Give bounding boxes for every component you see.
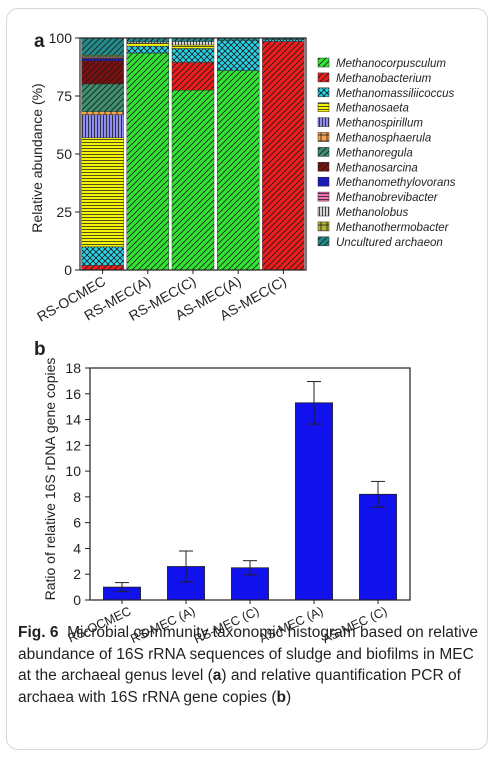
- legend-swatch-methanobrevibacter: [317, 191, 330, 202]
- figure-caption: Fig. 6 Microbial community taxonomic his…: [18, 622, 480, 708]
- legend-label-methanomassiliicoccus: Methanomassiliicoccus: [336, 88, 454, 100]
- panel-label-a: a: [34, 31, 45, 52]
- bar-a-rs-ocmec-methanomassiliicoccus: [81, 246, 124, 266]
- chart-a: a Relative abundance (%) 0 25 50 75 100 RS-O…: [29, 30, 456, 325]
- bar-a-rs-ocmec-methanoregula: [81, 83, 124, 112]
- y-axis-label-a: Relative abundance (%): [29, 83, 45, 232]
- legend-label-methanomethylovorans: Methanomethylovorans: [336, 177, 456, 189]
- y-axis-label-b: Ratio of relative 16S rDNA gene copies: [42, 358, 58, 601]
- chart-b: b Ratio of relative 16S rDNA gene copies…: [34, 339, 411, 646]
- y-tick-label-a: 75: [56, 88, 72, 104]
- legend-label-methanobacterium: Methanobacterium: [336, 73, 432, 85]
- legend-label-methanothermobacter: Methanothermobacter: [336, 222, 450, 234]
- panel-label-b: b: [34, 339, 46, 360]
- legend-label-uncultured-archaeon: Uncultured archaeon: [336, 237, 443, 249]
- bar-a-rs-mec-c-methanolobus: [171, 41, 215, 46]
- bar-a-rs-ocmec-methanobrevibacter: [81, 57, 124, 60]
- legend-label-methanosarcina: Methanosarcina: [336, 162, 418, 174]
- legend-swatch-uncultured-archaeon: [317, 236, 330, 247]
- y-ticks-b: 0 2 4 6 8 10 12 14 16 18: [65, 360, 90, 608]
- caption-ref-a: a: [212, 667, 222, 684]
- error-bars-b: [115, 381, 385, 593]
- y-tick-label-b: 4: [73, 540, 81, 556]
- y-tick-label-a: 50: [56, 146, 72, 162]
- y-tick-label-a: 0: [64, 262, 72, 278]
- legend-swatch-methanomassiliicoccus: [317, 87, 330, 98]
- legend-swatch-methanospirillum: [317, 117, 330, 127]
- bar-a-rs-mec-c-methanosaeta: [171, 44, 215, 49]
- legend-label-methanosphaerula: Methanosphaerula: [336, 133, 431, 145]
- legend-label-methanosaeta: Methanosaeta: [336, 103, 409, 115]
- bar-a-as-mec-c-methanobacterium: [262, 41, 305, 271]
- figure-number: Fig. 6: [18, 624, 59, 641]
- y-tick-label-b: 6: [73, 515, 81, 531]
- caption-text-1: Microbial community taxonomic histogram …: [18, 624, 479, 684]
- y-tick-label-b: 8: [73, 489, 81, 505]
- y-tick-label-a: 25: [56, 204, 72, 220]
- bar-a-as-mec-a-methanocorpusculum: [216, 70, 260, 271]
- caption-text-2: ) and relative quantification PCR of arc…: [18, 667, 461, 706]
- legend-swatch-methanomethylovorans: [317, 176, 330, 187]
- error-bar-b-rs-ocmec: [115, 582, 129, 593]
- caption-ref-b: b: [276, 688, 286, 706]
- bars-a: [81, 37, 305, 271]
- bar-a-rs-mec-c-methanomassiliicoccus: [171, 48, 215, 63]
- legend-swatch-methanoregula: [317, 147, 330, 157]
- bar-a-rs-ocmec-methanosphaerula: [81, 111, 124, 115]
- bars-b: [103, 402, 397, 601]
- bar-a-rs-ocmec-methanobacterium: [81, 265, 124, 271]
- legend-label-methanoregula: Methanoregula: [336, 147, 413, 159]
- y-tick-label-b: 10: [65, 463, 81, 479]
- legend-label-methanobrevibacter: Methanobrevibacter: [336, 192, 439, 204]
- y-tick-label-b: 2: [73, 566, 81, 582]
- error-bar-b-as-mec-a: [307, 381, 321, 425]
- bar-a-rs-mec-a-methanolobus: [126, 41, 170, 44]
- bar-a-rs-mec-a-methanomassiliicoccus: [126, 45, 170, 54]
- legend-swatch-methanosphaerula: [317, 132, 330, 142]
- legend-a: Methanocorpusculum Methanobacterium Methan…: [317, 57, 456, 249]
- bar-a-rs-ocmec-methanospirillum: [81, 114, 124, 138]
- legend-label-methanocorpusculum: Methanocorpusculum: [336, 58, 446, 70]
- bar-a-rs-ocmec-methanosaeta: [81, 137, 124, 247]
- bar-b-as-mec-a: [295, 402, 333, 601]
- bar-a-as-mec-c-methanomassiliicoccus: [262, 39, 305, 42]
- bar-a-rs-mec-c-methanobacterium: [171, 62, 215, 91]
- legend-swatch-methanolobus: [317, 206, 330, 217]
- legend-swatch-methanosaeta: [317, 102, 330, 112]
- bar-a-rs-ocmec-methanomethylovorans: [81, 58, 124, 61]
- error-bar-b-rs-mec-c: [243, 560, 257, 576]
- legend-swatch-methanobacterium: [317, 72, 330, 83]
- y-tick-label-b: 0: [73, 592, 81, 608]
- bar-a-rs-mec-c-methanocorpusculum: [171, 89, 215, 271]
- bar-a-rs-ocmec-uncultured-archaeon: [81, 37, 124, 56]
- bar-b-as-mec-c: [359, 493, 397, 601]
- legend-swatch-methanocorpusculum: [317, 57, 330, 68]
- y-tick-label-b: 14: [65, 412, 81, 428]
- bar-a-rs-mec-a-methanosaeta: [126, 43, 170, 47]
- bar-a-as-mec-a-methanomassiliicoccus: [216, 40, 260, 71]
- y-ticks-a: 0 25 50 75 100: [49, 30, 80, 278]
- y-tick-label-b: 16: [65, 386, 81, 402]
- legend-label-methanospirillum: Methanospirillum: [336, 118, 423, 130]
- y-tick-label-a: 100: [49, 30, 73, 46]
- y-tick-label-b: 18: [65, 360, 81, 376]
- legend-label-methanolobus: Methanolobus: [336, 207, 408, 219]
- y-tick-label-b: 12: [65, 437, 81, 453]
- legend-swatch-methanothermobacter: [317, 221, 330, 232]
- bar-a-rs-mec-a-methanocorpusculum: [126, 52, 170, 271]
- caption-text-3: ): [285, 688, 292, 706]
- error-bar-b-rs-mec-a: [179, 550, 193, 583]
- x-tick-labels-a: RS-OCMECRS-MEC(A)RS-MEC(C)AS-MEC(A)AS-ME…: [34, 270, 289, 325]
- error-bar-b-as-mec-c: [371, 480, 385, 508]
- legend-swatch-methanosarcina: [317, 162, 330, 172]
- bar-a-rs-ocmec-methanosarcina: [81, 60, 124, 85]
